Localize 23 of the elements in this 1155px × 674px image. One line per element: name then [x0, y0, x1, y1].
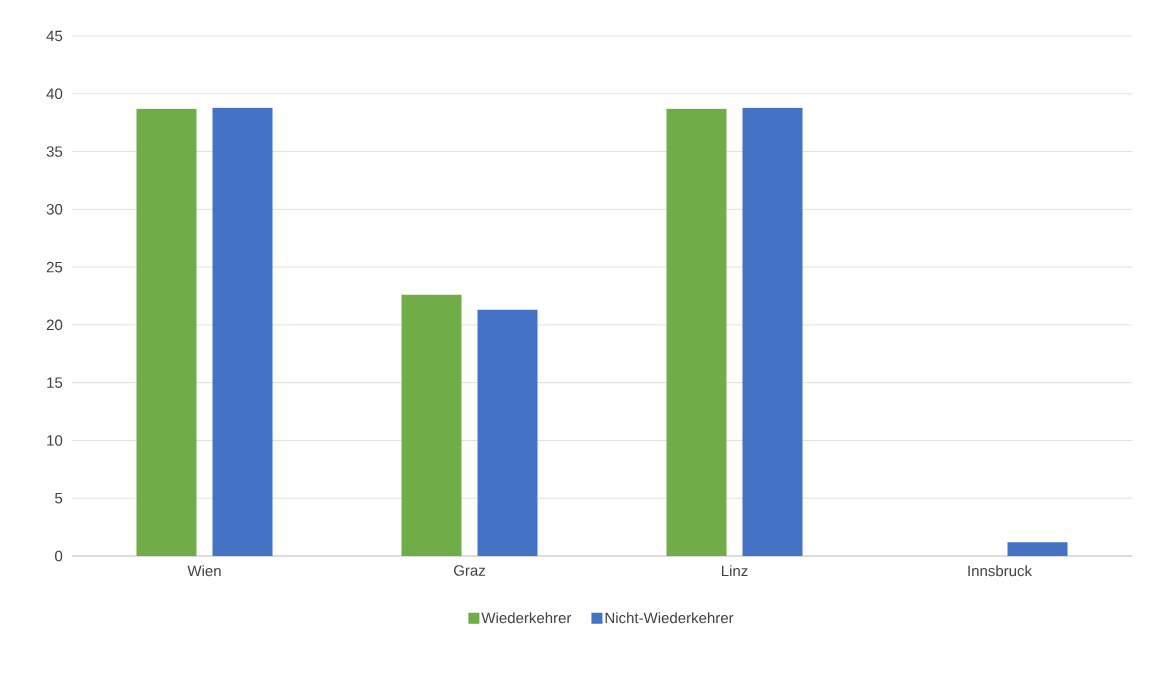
y-tick-label: 30: [46, 204, 63, 215]
y-tick-label: 25: [46, 261, 63, 273]
legend-label: Wiederkehrer: [481, 612, 572, 624]
y-tick-label: 20: [46, 319, 63, 331]
y-tick-label: 40: [46, 88, 63, 100]
bar: [136, 108, 197, 556]
bar: [401, 294, 462, 556]
y-tick-label: 0: [55, 550, 63, 562]
bar: [666, 108, 727, 556]
y-tick-label: 35: [46, 146, 63, 157]
x-tick-label: Linz: [721, 565, 748, 577]
legend-label: Nicht-Wiederkehrer: [605, 612, 734, 624]
y-tick-label: 15: [47, 377, 63, 388]
y-tick-label: 45: [46, 30, 63, 42]
bar: [1007, 542, 1068, 556]
y-tick-label: 10: [47, 435, 63, 446]
bar: [212, 107, 273, 556]
x-tick-label: Innsbruck: [968, 565, 1033, 577]
bar: [477, 309, 538, 556]
y-tick-label: 5: [55, 492, 63, 504]
x-tick-label: Graz: [454, 565, 485, 576]
bar: [742, 107, 803, 556]
x-tick-label: Wien: [187, 565, 221, 577]
